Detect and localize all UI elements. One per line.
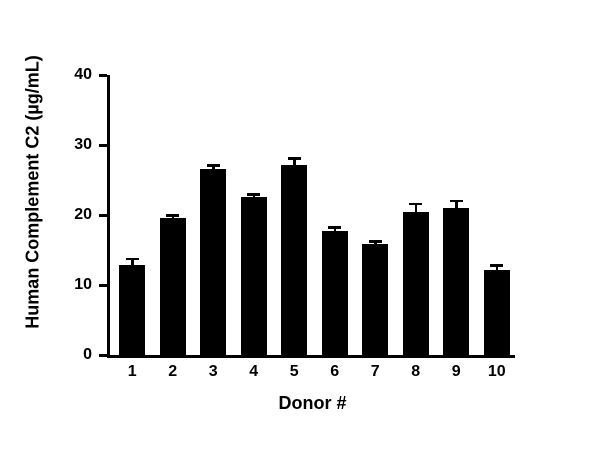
y-tick-mark bbox=[99, 353, 107, 357]
bar bbox=[159, 217, 186, 355]
error-bar bbox=[212, 165, 215, 169]
x-axis-title: Donor # bbox=[278, 393, 347, 413]
y-tick-label: 10 bbox=[74, 276, 92, 293]
x-tick-label: 9 bbox=[451, 363, 461, 380]
y-tick-mark bbox=[99, 143, 107, 147]
x-tick-label: 2 bbox=[168, 363, 178, 380]
y-tick-label: 20 bbox=[74, 206, 92, 223]
error-bar-cap bbox=[409, 202, 423, 206]
error-bar bbox=[414, 203, 417, 213]
error-bar-cap bbox=[490, 264, 504, 267]
y-tick-mark bbox=[99, 73, 107, 77]
x-tick-label: 5 bbox=[289, 363, 299, 380]
y-tick-label: 30 bbox=[74, 136, 92, 153]
bar bbox=[119, 264, 146, 355]
y-tick-mark bbox=[99, 283, 107, 287]
x-tick-label: 10 bbox=[487, 363, 506, 380]
bar bbox=[443, 208, 470, 355]
x-tick-label: 6 bbox=[330, 363, 340, 380]
x-tick-label: 8 bbox=[411, 363, 421, 380]
y-axis-title-text: Human Complement C2 (µg/mL) bbox=[22, 55, 43, 329]
error-bar bbox=[333, 227, 336, 232]
error-bar-cap bbox=[287, 157, 301, 160]
bar bbox=[321, 231, 348, 355]
y-axis-line bbox=[107, 75, 110, 358]
x-tick-label: 1 bbox=[127, 363, 137, 380]
bar bbox=[402, 212, 429, 355]
error-bar bbox=[293, 158, 296, 165]
bar bbox=[281, 164, 308, 355]
y-tick-label: 0 bbox=[83, 346, 92, 363]
bar bbox=[362, 243, 389, 355]
error-bar-cap bbox=[125, 257, 139, 261]
error-bar-cap bbox=[247, 193, 261, 196]
plot-area: 0 10 20 30 40 1 2 3 4 5 6 7 8 9 10 bbox=[74, 66, 515, 380]
x-tick-label: 3 bbox=[208, 363, 218, 380]
x-tick-label: 4 bbox=[249, 363, 259, 380]
error-bar-cap bbox=[206, 164, 220, 167]
error-bar bbox=[495, 265, 498, 271]
y-tick-label: 40 bbox=[74, 66, 92, 83]
error-bar bbox=[455, 201, 458, 208]
error-bar bbox=[131, 259, 134, 265]
x-axis-line bbox=[107, 355, 515, 358]
bar bbox=[200, 168, 227, 355]
y-tick-mark bbox=[99, 213, 107, 217]
bar bbox=[240, 196, 267, 355]
error-bar-cap bbox=[328, 226, 342, 229]
error-bar-cap bbox=[166, 214, 180, 217]
error-bar-cap bbox=[368, 240, 382, 243]
bar bbox=[483, 270, 510, 355]
x-tick-label: 7 bbox=[370, 363, 380, 380]
error-bar-cap bbox=[449, 199, 463, 203]
